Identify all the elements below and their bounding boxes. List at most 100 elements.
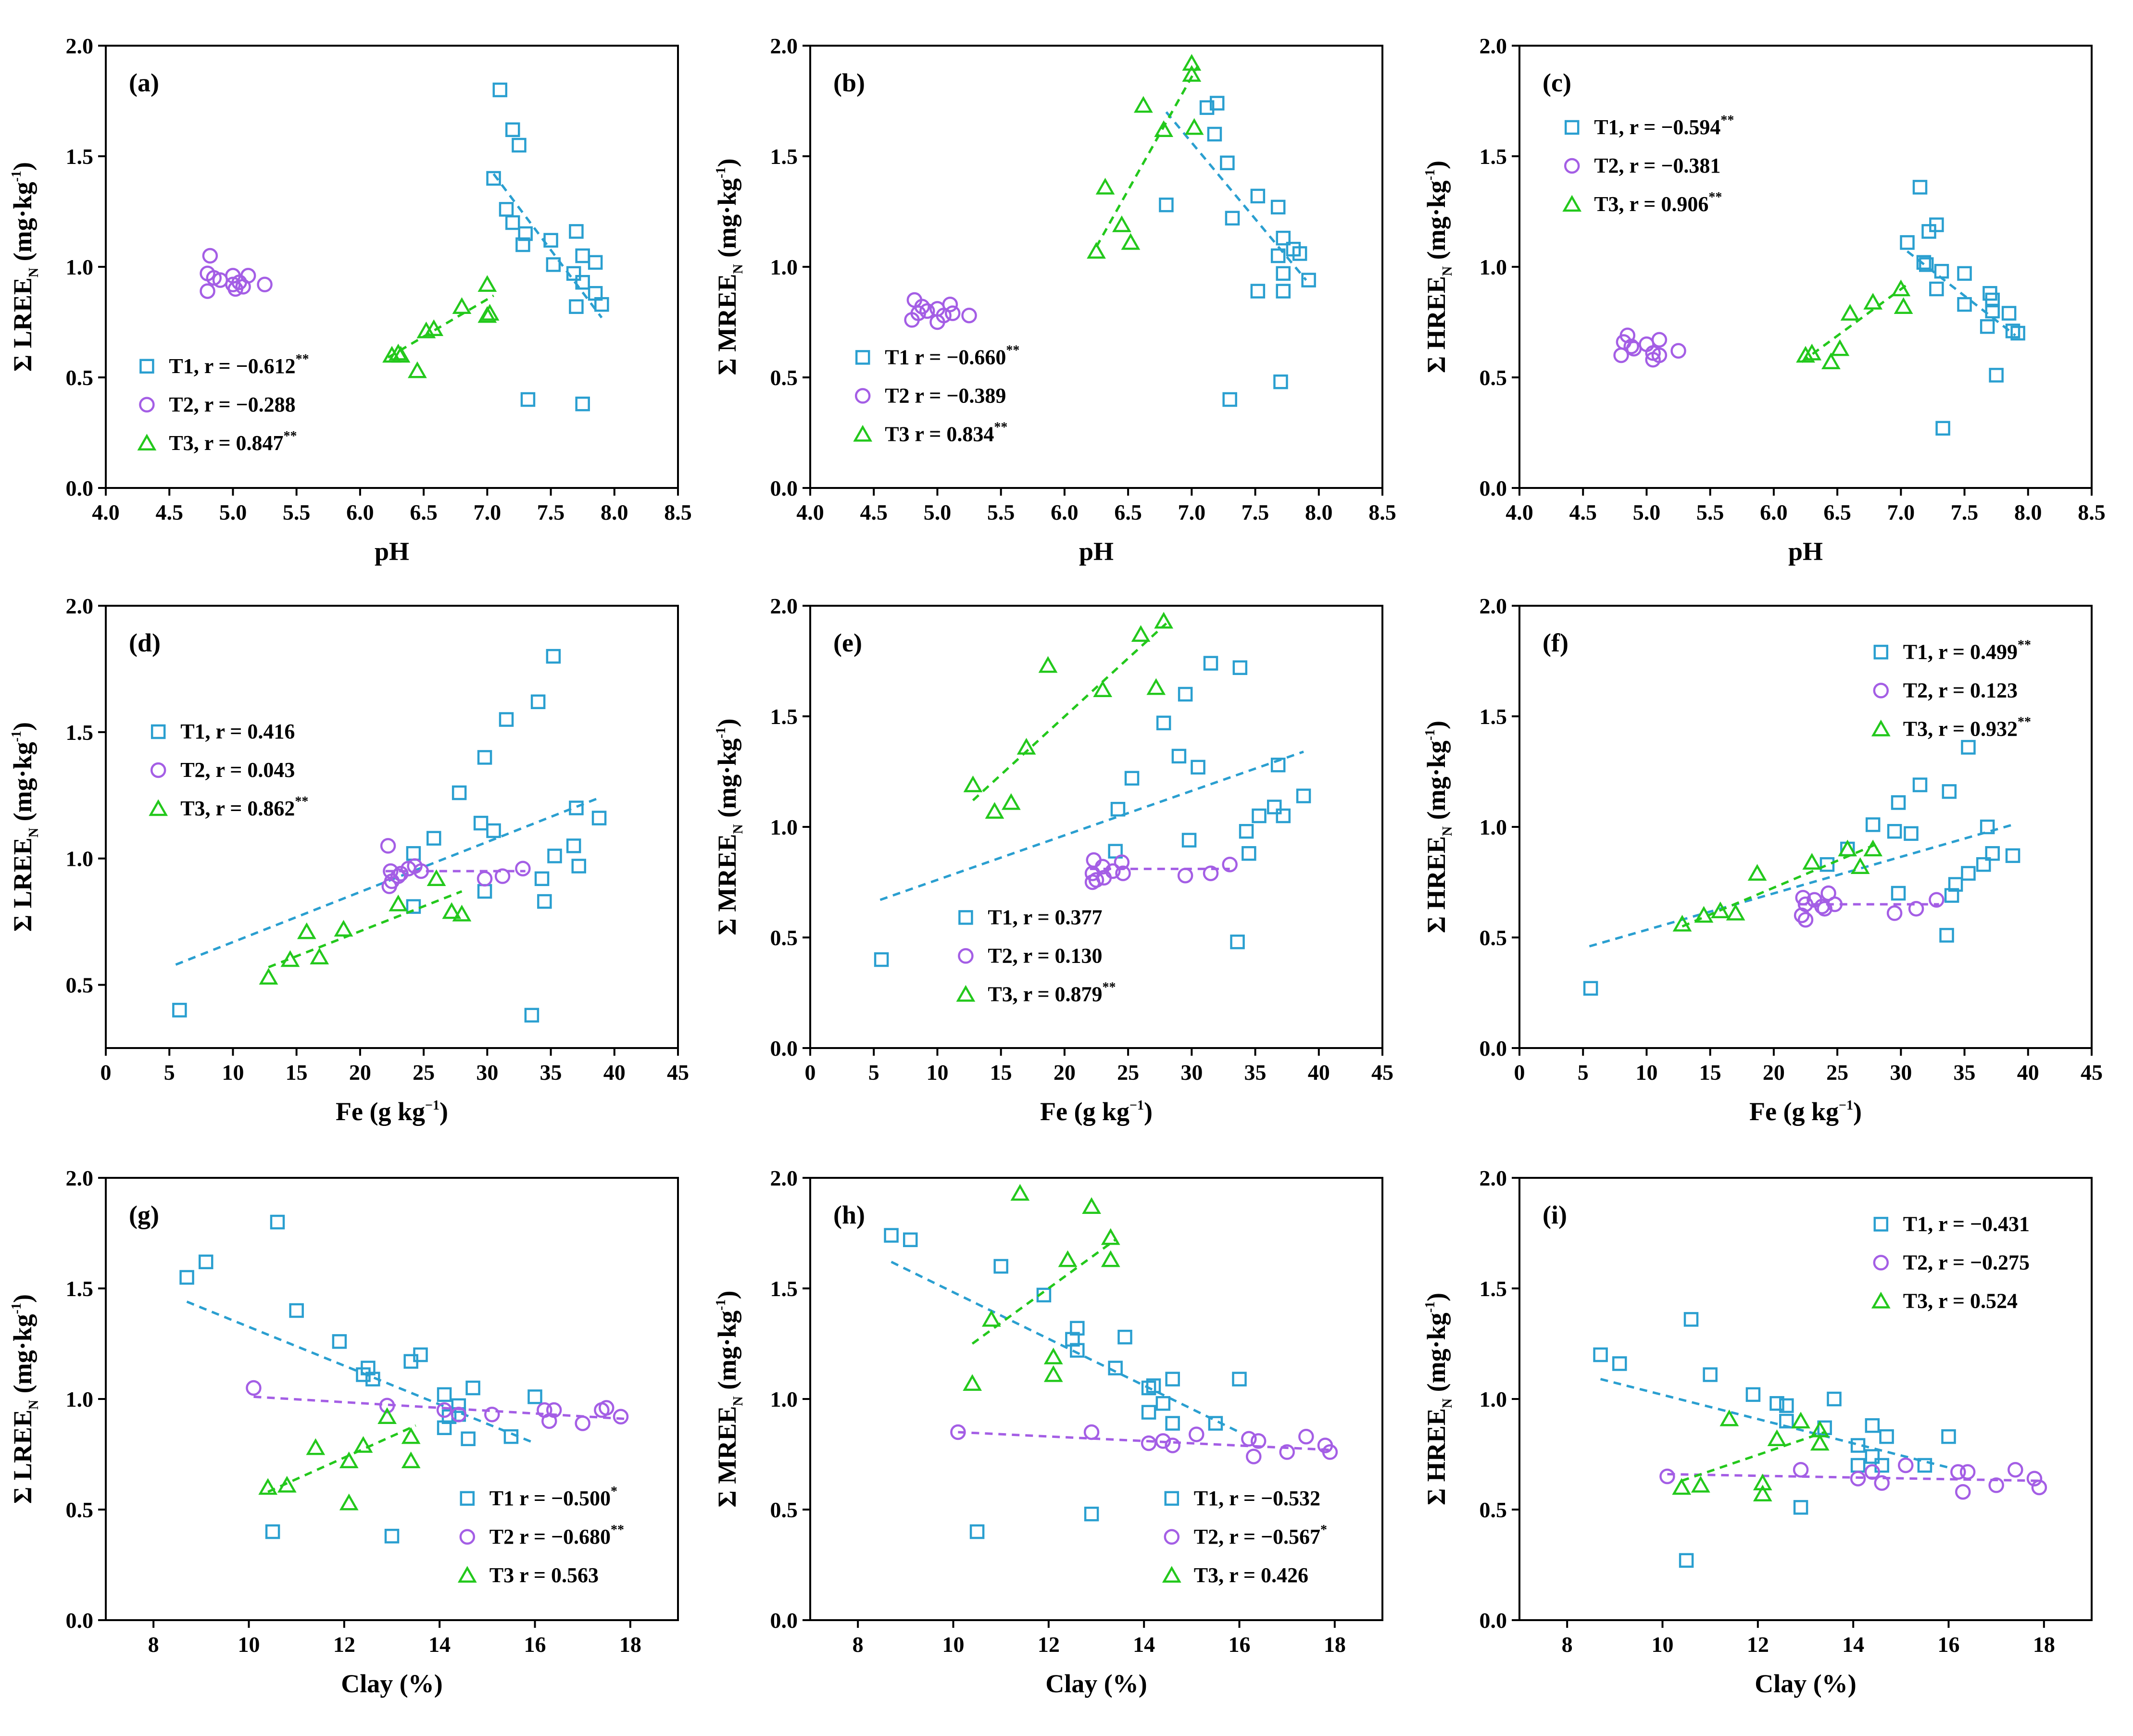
data-point-t1: [534, 871, 550, 887]
fit-line-t3: [1095, 65, 1199, 248]
data-point-t2: [613, 1409, 629, 1425]
y-tick-label: 1.0: [1480, 255, 1507, 279]
y-tick-label: 0.5: [770, 365, 798, 390]
data-point-t3: [1131, 625, 1151, 642]
legend-label-t3: T3, r = 0.847**: [169, 429, 297, 455]
x-tick-label: 40: [1308, 1060, 1330, 1085]
x-tick-label: 5: [868, 1060, 879, 1085]
y-tick-label: 1.0: [66, 255, 94, 279]
data-point-t1: [1117, 1329, 1132, 1345]
data-point-t1: [1887, 824, 1902, 839]
data-point-t1: [2010, 325, 2025, 341]
data-point-t3: [1043, 1365, 1063, 1382]
y-tick-label: 2.0: [66, 1166, 94, 1190]
legend-label-t2: T2, r = −0.381: [1594, 154, 1720, 177]
data-point-t1: [1819, 857, 1835, 872]
data-point-t3: [258, 1478, 278, 1495]
data-point-t1: [1108, 844, 1123, 859]
data-point-t2: [1908, 900, 1924, 917]
data-point-t2: [1886, 905, 1903, 921]
data-point-t3: [1726, 903, 1745, 921]
data-point-t1: [1934, 263, 1949, 279]
data-point-t1: [1250, 284, 1266, 299]
series-t1: [1900, 180, 2025, 436]
legend-label-t1: T1, r = 0.377: [988, 905, 1102, 929]
data-point-t3: [389, 894, 408, 912]
legend-label-t1: T1 r = −0.500*: [489, 1484, 617, 1510]
data-point-t3: [1694, 906, 1714, 923]
panel-label: (h): [833, 1200, 865, 1229]
data-point-t1: [1961, 740, 1976, 755]
data-point-t1: [527, 1389, 542, 1404]
series-t1: [1583, 740, 2020, 996]
data-point-t1: [365, 1372, 380, 1386]
data-point-t1: [1178, 687, 1193, 702]
series-t3: [382, 275, 500, 378]
x-tick-label: 10: [942, 1632, 965, 1657]
data-point-t2: [1795, 889, 1811, 906]
data-point-t2: [1959, 1464, 1976, 1480]
data-point-t3: [1082, 1197, 1101, 1214]
y-axis-label: Σ HREEN (mg·kg-1): [1422, 161, 1455, 373]
data-point-t1: [1957, 266, 1972, 281]
data-point-t2: [1115, 865, 1131, 881]
data-point-t3: [981, 1310, 1001, 1327]
y-tick-label: 0.5: [770, 1498, 798, 1522]
data-point-t1: [1891, 795, 1906, 810]
data-point-t2: [379, 1398, 395, 1414]
x-tick-label: 20: [349, 1060, 371, 1085]
data-point-t1: [566, 266, 581, 281]
legend: T1 r = −0.660** T2 r = −0.389 T3 r = 0.834…: [853, 343, 1019, 446]
series-t1: [1593, 1312, 1956, 1568]
data-point-t1: [1957, 297, 1972, 312]
y-tick-label: 1.5: [1480, 144, 1507, 169]
legend-marker-t3: [956, 985, 976, 1002]
data-point-t3: [1038, 656, 1058, 673]
data-point-t1: [477, 750, 492, 765]
legend-marker-t2: [139, 397, 155, 413]
fit-line-t3: [267, 1424, 416, 1493]
y-tick-label: 1.5: [1480, 1276, 1507, 1301]
x-tick-label: 10: [1635, 1060, 1657, 1085]
x-tick-label: 6.5: [1823, 500, 1851, 525]
data-point-t1: [874, 952, 889, 967]
data-point-t1: [1070, 1343, 1085, 1358]
data-point-t1: [1124, 771, 1140, 786]
data-point-t3: [1672, 914, 1692, 932]
data-point-t1: [1865, 1418, 1880, 1433]
x-tick-label: 4.5: [860, 500, 888, 525]
legend-label-t1: T1, r = 0.499**: [1903, 637, 2031, 663]
legend: T1, r = 0.377 T2, r = 0.130 T3, r = 0.879*…: [956, 905, 1116, 1006]
data-point-t1: [1939, 928, 1954, 943]
data-point-t1: [515, 237, 530, 252]
legend-label-t3: T3 r = 0.563: [489, 1563, 599, 1587]
data-point-t2: [451, 1406, 467, 1423]
data-point-t3: [452, 297, 472, 314]
data-point-t3: [1719, 1409, 1739, 1426]
legend-marker-t1: [151, 724, 166, 739]
x-tick-label: 20: [1054, 1060, 1076, 1085]
data-point-t2: [227, 281, 243, 297]
data-point-t2: [1322, 1444, 1338, 1460]
data-point-t3: [1184, 118, 1204, 135]
data-point-t3: [1112, 215, 1131, 232]
data-point-t1: [2001, 306, 2017, 321]
data-point-t1: [2005, 848, 2020, 863]
data-point-t2: [1651, 347, 1668, 363]
data-point-t1: [1252, 808, 1267, 824]
x-tick-label: 6.0: [346, 500, 374, 525]
data-point-t1: [1171, 749, 1187, 764]
data-point-t1: [1980, 319, 1995, 334]
series-t1: [884, 1228, 1247, 1539]
data-point-t1: [1199, 100, 1215, 115]
x-tick-label: 8: [1562, 1632, 1573, 1657]
y-axis-label: Σ MREEN (mg·kg-1): [713, 159, 746, 375]
data-point-t2: [202, 248, 218, 264]
data-point-t1: [547, 849, 562, 863]
data-point-t2: [1250, 1433, 1267, 1449]
series-t3: [1087, 54, 1204, 259]
fit-line-t3: [1681, 843, 1876, 928]
y-tick-label: 1.5: [66, 720, 94, 745]
